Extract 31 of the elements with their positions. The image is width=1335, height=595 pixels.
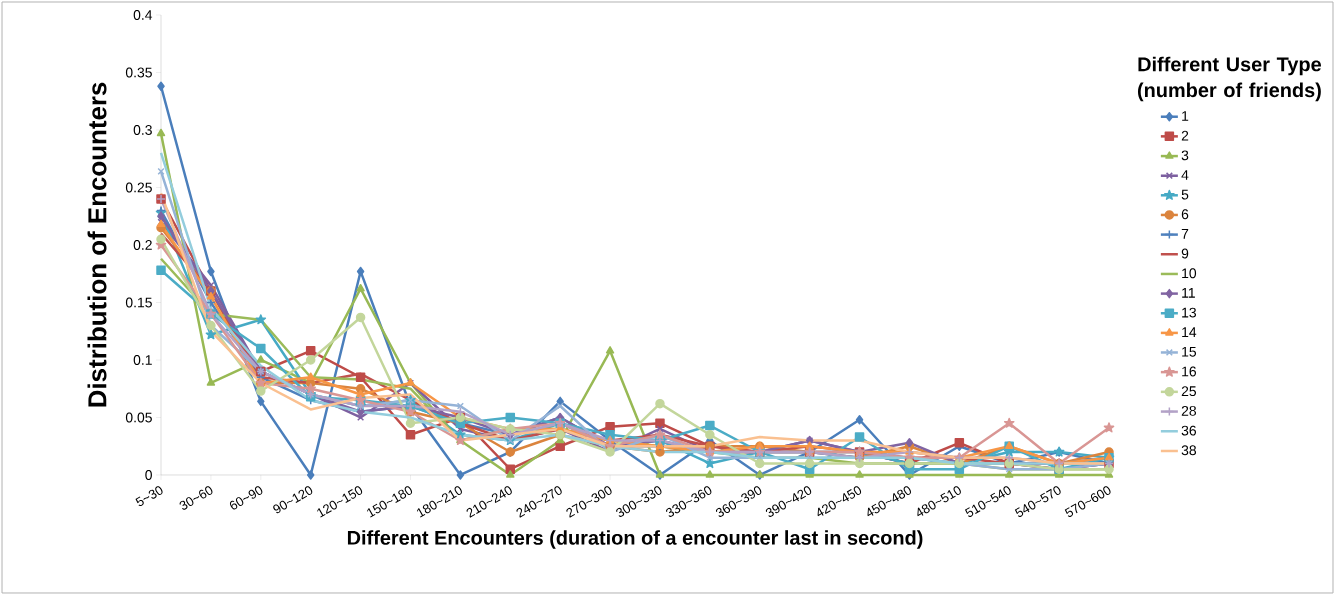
y-axis-title: Distribution of Encounters [87, 82, 107, 407]
legend-label: 4 [1181, 170, 1189, 180]
y-tick-label: 0.35 [125, 67, 152, 78]
legend-label: 7 [1181, 229, 1189, 239]
legend-label: 11 [1182, 288, 1195, 298]
legend-label: 38 [1181, 445, 1197, 456]
x-axis-title: Different Encounters (duration of a encounter last in second) [347, 530, 923, 549]
legend-label: 16 [1182, 366, 1197, 377]
legend-label: 9 [1181, 248, 1189, 259]
legend-label: 28 [1181, 405, 1197, 416]
legend-label: 1 [1182, 111, 1189, 121]
legend-label: 15 [1182, 346, 1197, 357]
y-tick-label: 0.05 [125, 412, 152, 423]
legend-label: 6 [1181, 209, 1189, 220]
legend-label: 3 [1181, 150, 1189, 161]
y-tick-label: 0.15 [125, 297, 152, 308]
y-tick-label: 0.25 [125, 182, 152, 193]
y-tick-label: 0.4 [133, 10, 153, 20]
legend-label: 36 [1181, 425, 1197, 436]
legend-label: 25 [1181, 386, 1197, 397]
legend-label: 10 [1182, 268, 1197, 279]
y-tick-label: 0.3 [133, 125, 152, 135]
legend-label: 13 [1182, 307, 1197, 318]
legend-label: 5 [1181, 189, 1189, 200]
x-tick-label: 5~30 [135, 486, 163, 507]
legend-label: 2 [1181, 130, 1189, 141]
legend-label: 14 [1182, 327, 1197, 337]
y-tick-label: 0.2 [133, 240, 152, 250]
legend-title: Different User Type (number of friends) [1137, 56, 1321, 102]
y-tick-label: 0 [145, 470, 152, 480]
y-tick-label: 0.1 [133, 355, 152, 365]
